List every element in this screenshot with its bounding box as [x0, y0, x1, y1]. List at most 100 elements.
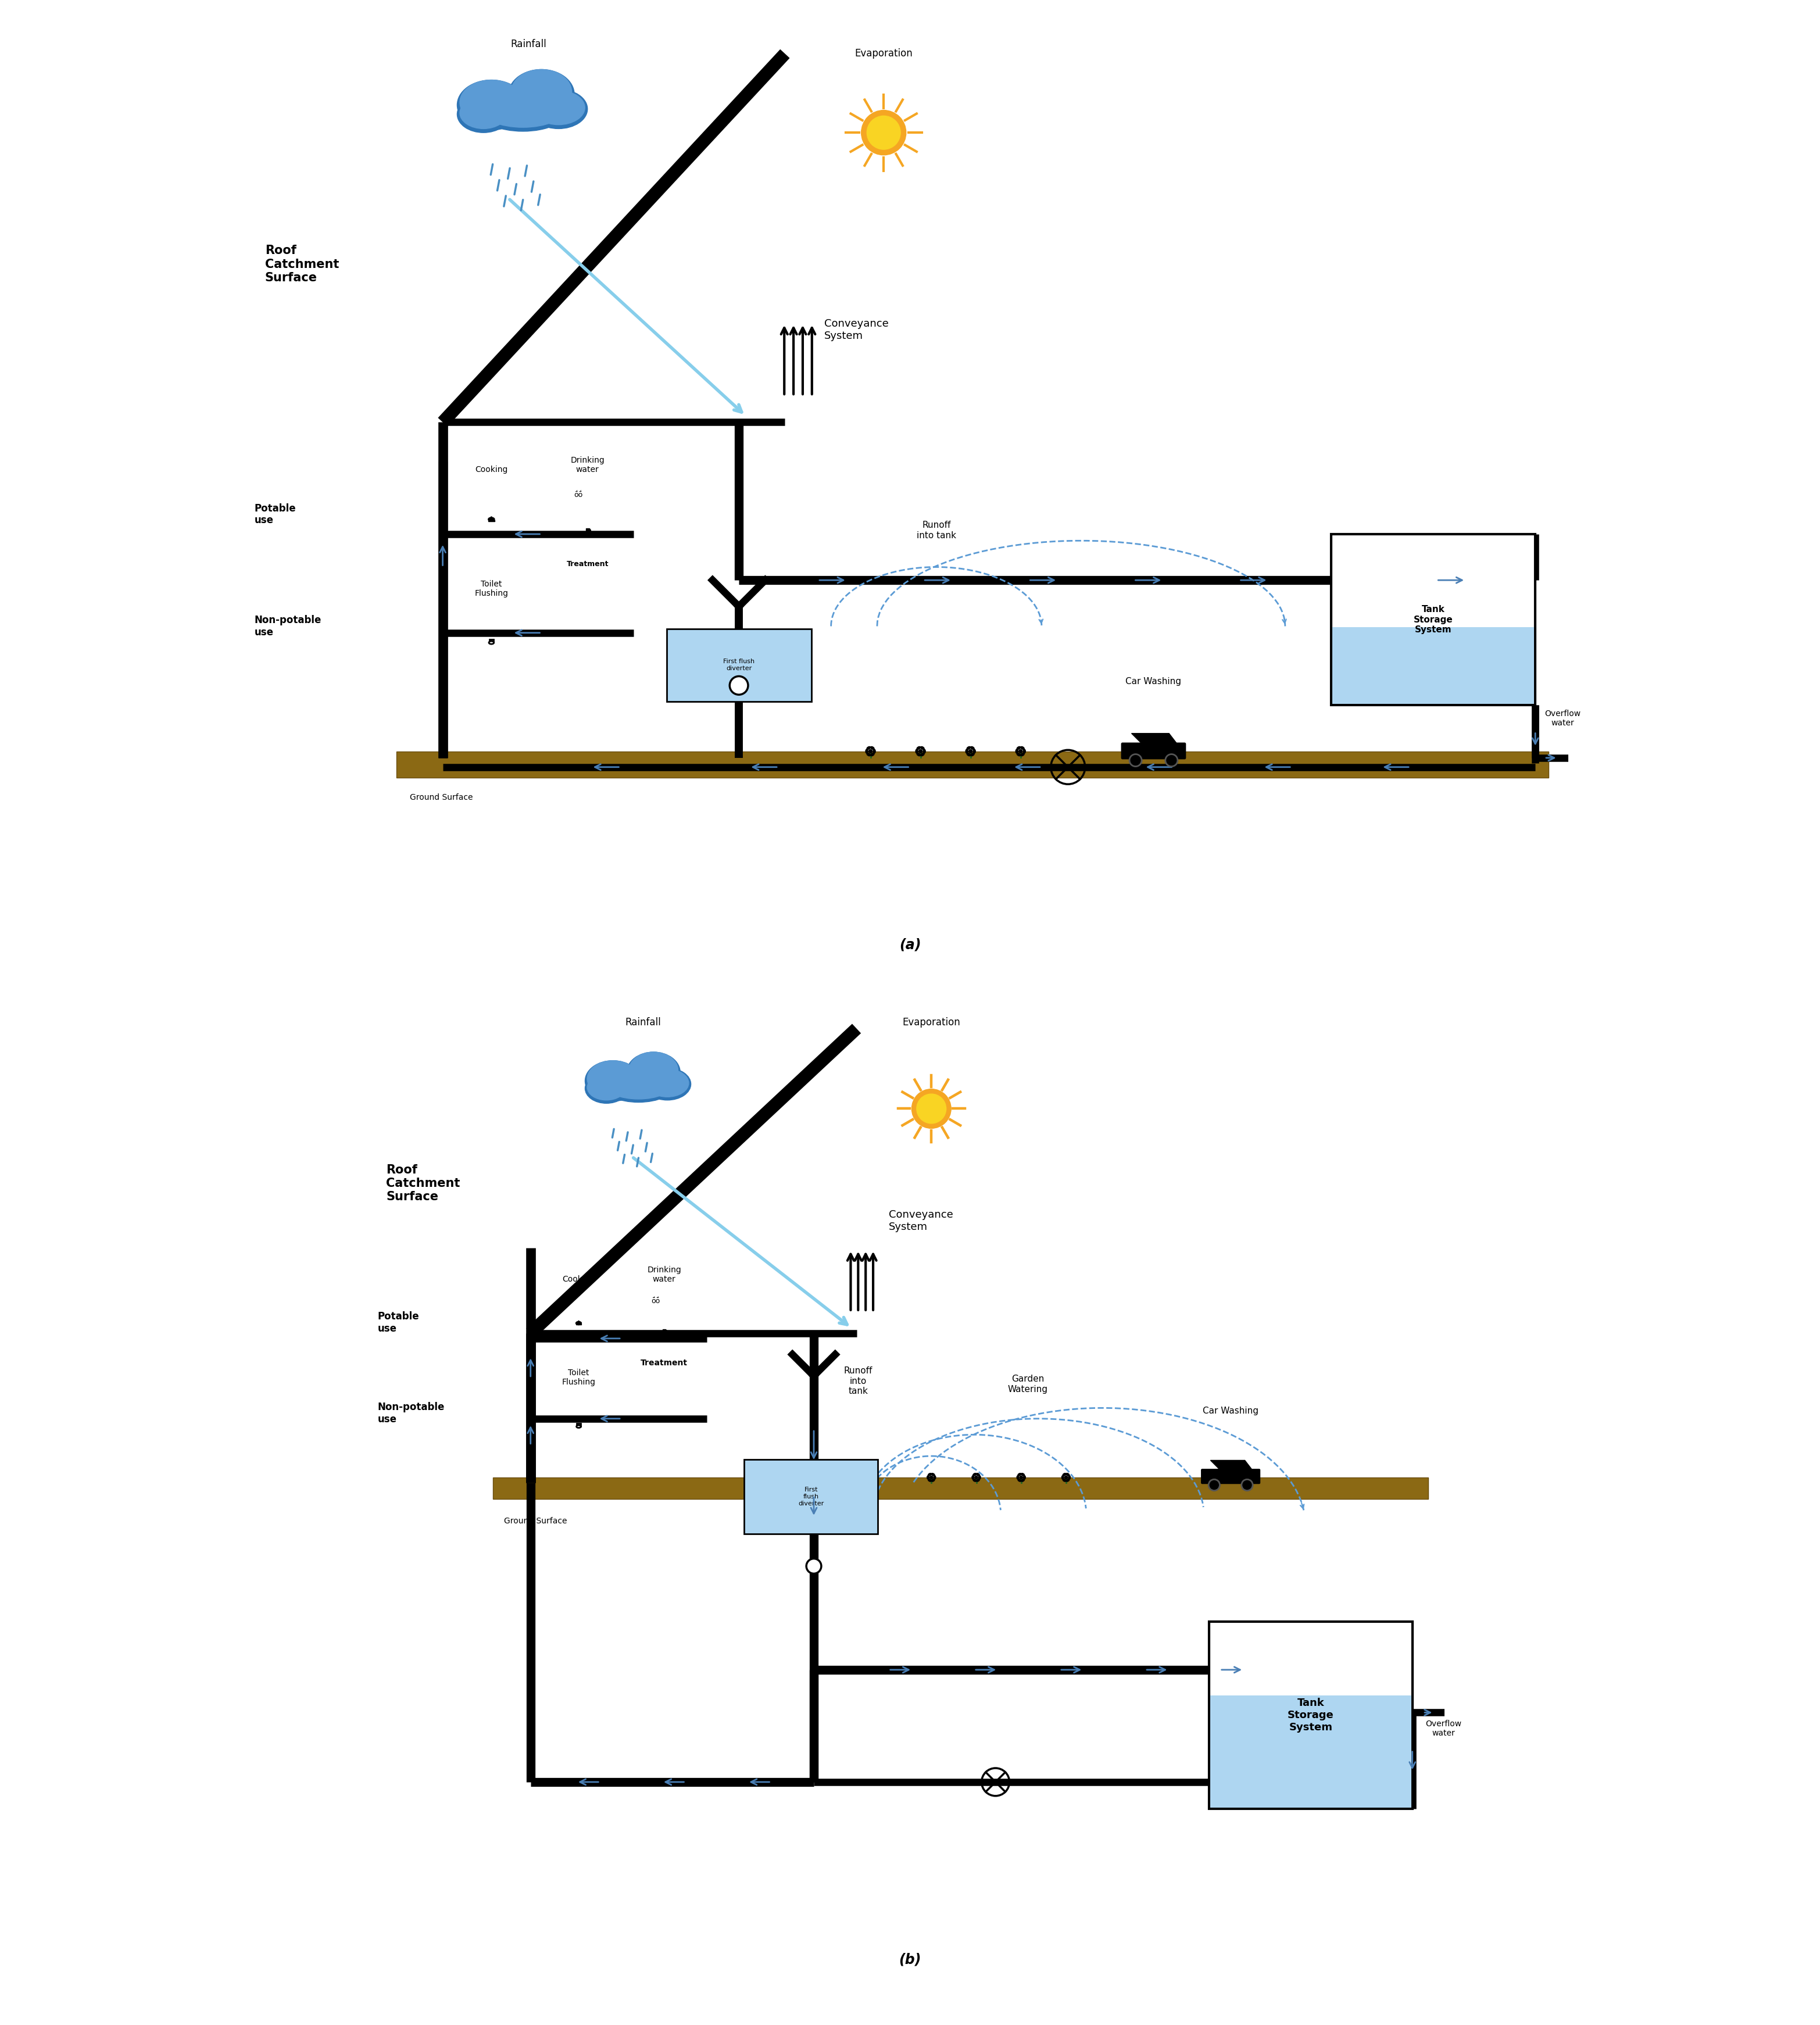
Ellipse shape [1068, 1476, 1070, 1478]
Ellipse shape [1021, 747, 1025, 749]
Ellipse shape [584, 1061, 641, 1102]
Ellipse shape [921, 747, 925, 749]
Ellipse shape [457, 95, 510, 134]
Text: Ground Surface: Ground Surface [410, 794, 473, 802]
Ellipse shape [934, 1476, 935, 1478]
Text: Drinking
water: Drinking water [648, 1266, 681, 1284]
Ellipse shape [866, 749, 868, 753]
Circle shape [919, 749, 923, 753]
Ellipse shape [479, 89, 568, 132]
Ellipse shape [1017, 747, 1021, 749]
Text: Tank
Storage
System: Tank Storage System [1287, 1697, 1334, 1733]
Ellipse shape [460, 81, 522, 126]
FancyBboxPatch shape [397, 751, 1549, 778]
Ellipse shape [923, 749, 926, 753]
Text: Overflow
water: Overflow water [1545, 709, 1580, 727]
Text: Treatment: Treatment [641, 1359, 688, 1367]
Text: First
flush
diverter: First flush diverter [799, 1486, 824, 1507]
Ellipse shape [1061, 1476, 1063, 1478]
Ellipse shape [531, 91, 584, 126]
Text: Potable
use: Potable use [379, 1310, 419, 1334]
Ellipse shape [966, 749, 968, 753]
Polygon shape [1132, 733, 1178, 743]
Ellipse shape [928, 1474, 932, 1476]
Circle shape [917, 1094, 946, 1124]
Circle shape [866, 115, 901, 150]
Ellipse shape [976, 1478, 979, 1482]
Text: Tank
Storage
System: Tank Storage System [1414, 605, 1452, 634]
Text: Roof
Catchment
Surface: Roof Catchment Surface [386, 1164, 460, 1203]
Ellipse shape [511, 69, 571, 113]
Ellipse shape [1017, 1476, 1019, 1478]
Text: Runoff
into
tank: Runoff into tank [844, 1367, 872, 1395]
Text: Evaporation: Evaporation [855, 49, 912, 59]
Ellipse shape [1017, 753, 1021, 755]
Ellipse shape [1063, 1478, 1067, 1482]
Ellipse shape [488, 516, 495, 520]
Ellipse shape [921, 753, 925, 755]
Circle shape [912, 1089, 952, 1128]
Ellipse shape [870, 753, 874, 755]
Text: Car Washing: Car Washing [1125, 676, 1181, 686]
Ellipse shape [1017, 1478, 1021, 1482]
Ellipse shape [460, 97, 508, 130]
Ellipse shape [926, 1476, 928, 1478]
FancyBboxPatch shape [577, 1424, 581, 1426]
FancyBboxPatch shape [1121, 743, 1185, 759]
Ellipse shape [874, 749, 875, 753]
Ellipse shape [1021, 1478, 1025, 1482]
Ellipse shape [917, 747, 921, 749]
FancyBboxPatch shape [1201, 1470, 1259, 1484]
FancyBboxPatch shape [666, 630, 812, 701]
FancyBboxPatch shape [1208, 1622, 1412, 1808]
Ellipse shape [1067, 1474, 1070, 1476]
Ellipse shape [974, 749, 976, 753]
Text: Garden
Watering: Garden Watering [1008, 1375, 1048, 1393]
Ellipse shape [646, 1069, 688, 1098]
Ellipse shape [970, 747, 974, 749]
Text: Ground Surface: Ground Surface [504, 1517, 566, 1525]
Text: Potable
use: Potable use [255, 502, 297, 526]
Ellipse shape [966, 753, 970, 755]
Ellipse shape [1023, 749, 1025, 753]
Ellipse shape [966, 747, 970, 749]
Ellipse shape [575, 1322, 582, 1324]
Ellipse shape [866, 747, 870, 749]
FancyBboxPatch shape [586, 529, 590, 533]
Ellipse shape [626, 1053, 681, 1094]
Ellipse shape [630, 1053, 679, 1087]
Circle shape [1208, 1480, 1219, 1490]
Text: First flush
diverter: First flush diverter [723, 658, 755, 672]
Ellipse shape [866, 753, 870, 755]
Ellipse shape [1023, 1476, 1026, 1478]
Circle shape [730, 676, 748, 695]
Ellipse shape [508, 69, 575, 119]
Ellipse shape [976, 1474, 979, 1476]
Text: Rainfall: Rainfall [510, 38, 546, 49]
Text: Cooking: Cooking [562, 1276, 595, 1284]
Text: Cooking: Cooking [475, 466, 508, 474]
Ellipse shape [588, 1075, 626, 1100]
Ellipse shape [974, 1478, 976, 1482]
Ellipse shape [530, 89, 588, 130]
Text: Non-potable
use: Non-potable use [379, 1401, 444, 1424]
Circle shape [976, 1476, 977, 1478]
Ellipse shape [1021, 753, 1025, 755]
Circle shape [868, 749, 872, 753]
Ellipse shape [602, 1067, 675, 1102]
FancyBboxPatch shape [1332, 628, 1534, 705]
Ellipse shape [917, 753, 921, 755]
Ellipse shape [915, 749, 917, 753]
Ellipse shape [1063, 1474, 1067, 1476]
Circle shape [1019, 1476, 1023, 1478]
Circle shape [861, 109, 906, 156]
FancyBboxPatch shape [744, 1460, 877, 1535]
Ellipse shape [928, 1478, 932, 1482]
Text: Car Washing: Car Washing [1203, 1405, 1259, 1415]
FancyBboxPatch shape [1210, 1695, 1411, 1808]
Ellipse shape [457, 81, 526, 130]
FancyBboxPatch shape [490, 640, 493, 642]
Ellipse shape [584, 1073, 628, 1104]
Text: Runoff
into tank: Runoff into tank [917, 520, 956, 541]
Ellipse shape [1021, 1474, 1025, 1476]
